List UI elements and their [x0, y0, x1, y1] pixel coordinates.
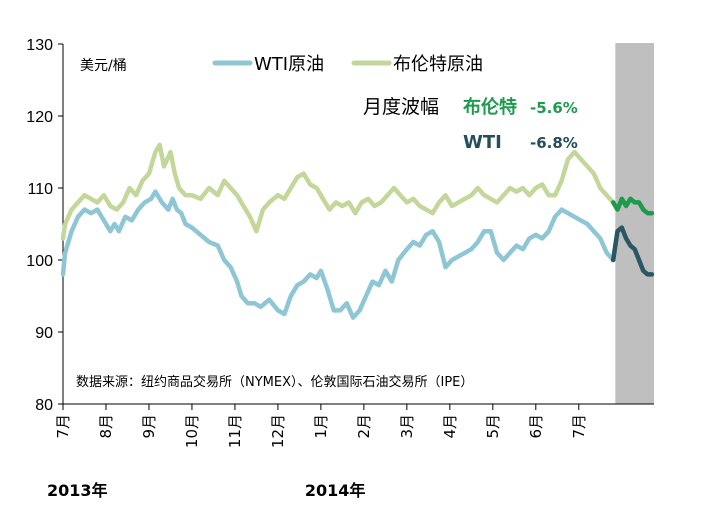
year-label: 2013年: [47, 481, 108, 500]
y-tick-label: 100: [26, 253, 53, 270]
series-line-brent: [60, 142, 620, 241]
shaded-recent-period: [615, 43, 654, 404]
legend: WTI原油 布伦特原油: [212, 54, 483, 75]
y-tick-label: 110: [27, 181, 53, 198]
legend-label-wti: WTI原油: [254, 54, 324, 75]
y-tick-label: 120: [26, 109, 53, 126]
legend-label-brent: 布伦特原油: [393, 54, 483, 75]
x-tick-label: 7月: [570, 414, 588, 439]
x-tick-label: 11月: [226, 414, 244, 448]
x-tick-label: 1月: [312, 414, 330, 439]
series-line-recent-brent: [610, 196, 655, 216]
x-tick-label: 2月: [355, 414, 373, 439]
x-tick-label: 9月: [140, 414, 158, 439]
x-tick-label: 5月: [484, 414, 502, 439]
annotation-brent-label: 布伦特: [463, 96, 517, 118]
y-unit-label: 美元/桶: [80, 58, 127, 74]
x-tick-label: 3月: [398, 414, 416, 439]
year-label: 2014年: [305, 481, 366, 500]
y-tick-label: 80: [35, 397, 53, 414]
annotation-wti-value: -6.8%: [530, 134, 578, 152]
monthly-change-annotation: 月度波幅 布伦特 -5.6% WTI -6.8%: [363, 96, 578, 153]
series-line-wti: [60, 189, 620, 320]
y-tick-label: 130: [26, 37, 53, 54]
x-tick-label: 12月: [269, 414, 287, 448]
x-tick-label: 10月: [183, 414, 201, 448]
annotation-title: 月度波幅: [363, 96, 439, 118]
x-tick-label: 4月: [441, 414, 459, 439]
x-tick-label: 7月: [54, 414, 72, 439]
x-tick-label: 6月: [527, 414, 545, 439]
source-note: 数据来源：纽约商品交易所（NYMEX）、伦敦国际石油交易所（IPE）: [76, 374, 473, 390]
annotation-wti-label: WTI: [463, 132, 502, 153]
y-tick-label: 90: [35, 325, 53, 342]
annotation-brent-value: -5.6%: [530, 99, 578, 117]
x-tick-label: 8月: [97, 414, 115, 439]
series-line-recent-wti: [610, 225, 655, 277]
